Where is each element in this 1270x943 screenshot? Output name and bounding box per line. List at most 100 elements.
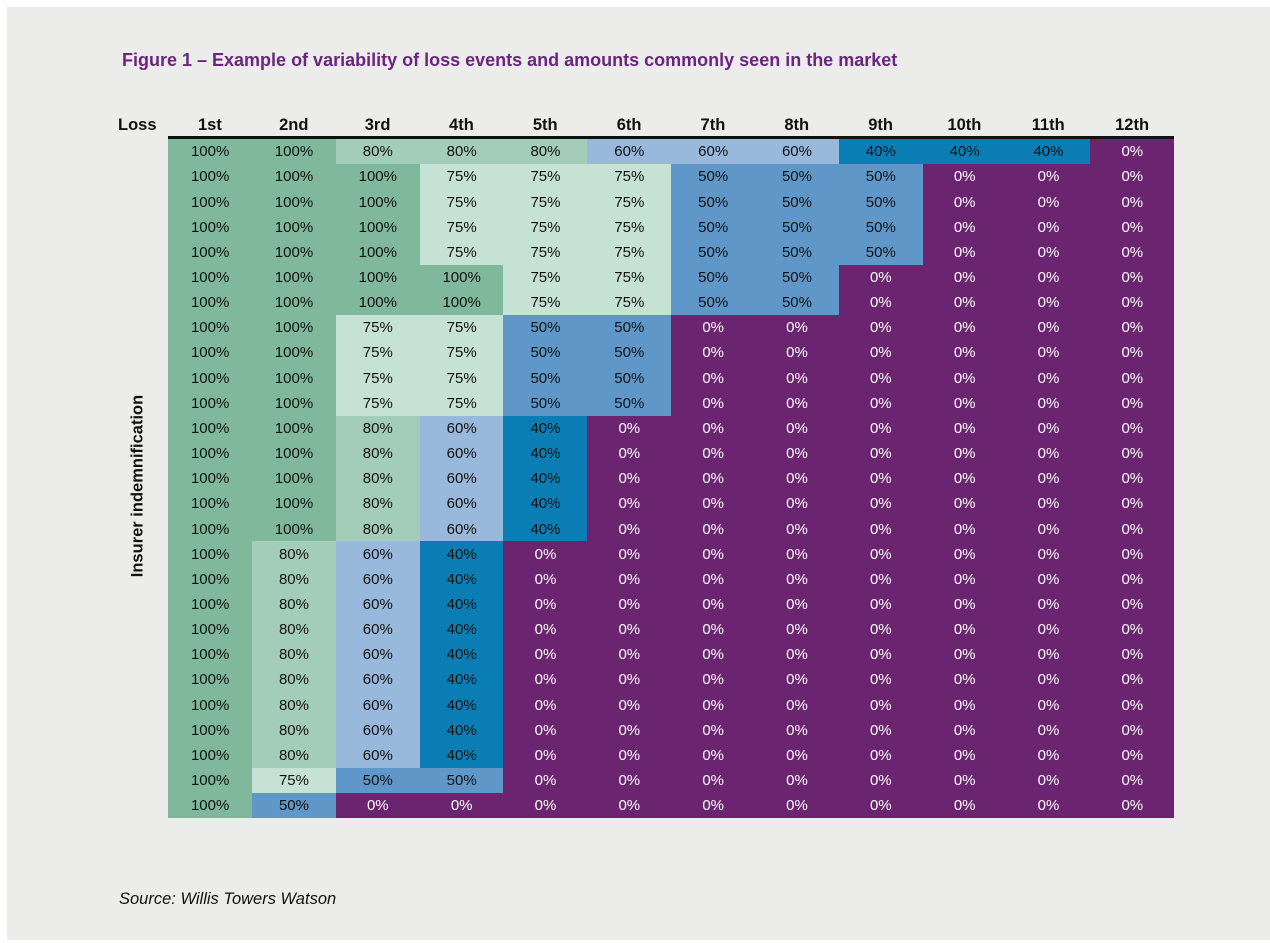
cell-r16-12th: 0% (1090, 516, 1175, 542)
cell-r5-4th: 75% (419, 239, 504, 266)
cell-r5-1st: 100% (168, 239, 253, 266)
cell-r13-8th: 0% (754, 440, 840, 467)
cell-r15-12th: 0% (1090, 491, 1175, 517)
cell-r11-1st: 100% (168, 390, 253, 417)
cell-r4-6th: 75% (587, 214, 672, 241)
cell-r23-2nd: 80% (251, 692, 337, 718)
cell-r10-4th: 75% (419, 365, 504, 391)
cell-r15-2nd: 100% (251, 491, 337, 517)
cell-r5-5th: 75% (503, 239, 588, 266)
cell-r10-12th: 0% (1090, 365, 1175, 391)
cell-r23-5th: 0% (503, 692, 588, 718)
cell-r4-2nd: 100% (251, 214, 337, 241)
cell-r9-10th: 0% (922, 340, 1007, 366)
cell-r2-4th: 75% (419, 164, 504, 190)
column-header-9th: 9th (868, 116, 893, 134)
cell-r21-6th: 0% (587, 641, 672, 668)
cell-r17-12th: 0% (1090, 541, 1175, 567)
cell-r18-6th: 0% (587, 566, 672, 593)
cell-r21-5th: 0% (503, 641, 588, 668)
cell-r20-11th: 0% (1006, 616, 1091, 643)
cell-r13-11th: 0% (1006, 440, 1091, 467)
cell-r18-7th: 0% (671, 566, 756, 593)
cell-r27-4th: 0% (419, 792, 504, 819)
cell-r13-9th: 0% (838, 440, 923, 467)
cell-r21-2nd: 80% (251, 641, 337, 668)
cell-r19-7th: 0% (671, 591, 756, 618)
cell-r10-1st: 100% (168, 365, 253, 391)
cell-r2-11th: 0% (1006, 164, 1091, 190)
cell-r8-2nd: 100% (251, 315, 337, 341)
cell-r22-10th: 0% (922, 667, 1007, 693)
cell-r19-11th: 0% (1006, 591, 1091, 618)
cell-r1-5th: 80% (503, 139, 588, 165)
cell-r23-11th: 0% (1006, 692, 1091, 718)
cell-r4-9th: 50% (838, 214, 923, 241)
cell-r22-4th: 40% (419, 667, 504, 693)
cell-r24-6th: 0% (587, 717, 672, 744)
cell-r17-6th: 0% (587, 541, 672, 567)
cell-r9-1st: 100% (168, 340, 253, 366)
cell-r22-1st: 100% (168, 667, 253, 693)
cell-r24-4th: 40% (419, 717, 504, 744)
cell-r15-1st: 100% (168, 491, 253, 517)
cell-r17-8th: 0% (754, 541, 840, 567)
cell-r27-12th: 0% (1090, 792, 1175, 819)
cell-r17-2nd: 80% (251, 541, 337, 567)
cell-r4-10th: 0% (922, 214, 1007, 241)
cell-r23-7th: 0% (671, 692, 756, 718)
cell-r10-11th: 0% (1006, 365, 1091, 391)
cell-r9-6th: 50% (587, 340, 672, 366)
cell-r7-2nd: 100% (251, 289, 337, 316)
cell-r14-2nd: 100% (251, 465, 337, 492)
cell-r12-1st: 100% (168, 415, 253, 442)
cell-r16-11th: 0% (1006, 516, 1091, 542)
cell-r2-1st: 100% (168, 164, 253, 190)
cell-r4-11th: 0% (1006, 214, 1091, 241)
cell-r9-12th: 0% (1090, 340, 1175, 366)
cell-r16-4th: 60% (419, 516, 504, 542)
cell-r17-7th: 0% (671, 541, 756, 567)
cell-r14-7th: 0% (671, 465, 756, 492)
cell-r26-10th: 0% (922, 767, 1007, 794)
cell-r1-1st: 100% (168, 139, 253, 165)
cell-r6-5th: 75% (503, 264, 588, 291)
cell-r10-5th: 50% (503, 365, 588, 391)
cell-r15-4th: 60% (419, 491, 504, 517)
cell-r2-3rd: 100% (335, 164, 420, 190)
cell-r9-4th: 75% (419, 340, 504, 366)
cell-r15-6th: 0% (587, 491, 672, 517)
column-header-4th: 4th (449, 116, 474, 134)
cell-r8-7th: 0% (671, 315, 756, 341)
cell-r13-4th: 60% (419, 440, 504, 467)
cell-r19-8th: 0% (754, 591, 840, 618)
cell-r17-9th: 0% (838, 541, 923, 567)
cell-r12-2nd: 100% (251, 415, 337, 442)
cell-r25-1st: 100% (168, 742, 253, 769)
cell-r21-10th: 0% (922, 641, 1007, 668)
cell-r8-12th: 0% (1090, 315, 1175, 341)
cell-r13-7th: 0% (671, 440, 756, 467)
cell-r1-6th: 60% (587, 139, 672, 165)
cell-r15-7th: 0% (671, 491, 756, 517)
cell-r18-5th: 0% (503, 566, 588, 593)
cell-r18-3rd: 60% (335, 566, 420, 593)
cell-r12-7th: 0% (671, 415, 756, 442)
cell-r3-8th: 50% (754, 189, 840, 215)
cell-r5-8th: 50% (754, 239, 840, 266)
cell-r25-10th: 0% (922, 742, 1007, 769)
cell-r19-2nd: 80% (251, 591, 337, 618)
cell-r26-4th: 50% (419, 767, 504, 794)
cell-r6-11th: 0% (1006, 264, 1091, 291)
cell-r7-11th: 0% (1006, 289, 1091, 316)
cell-r11-8th: 0% (754, 390, 840, 417)
cell-r8-8th: 0% (754, 315, 840, 341)
cell-r13-12th: 0% (1090, 440, 1175, 467)
cell-r5-3rd: 100% (335, 239, 420, 266)
cell-r22-2nd: 80% (251, 667, 337, 693)
cell-r19-12th: 0% (1090, 591, 1175, 618)
loss-corner-label: Loss (118, 116, 157, 134)
cell-r3-12th: 0% (1090, 189, 1175, 215)
cell-r7-10th: 0% (922, 289, 1007, 316)
column-header-6th: 6th (616, 116, 642, 134)
